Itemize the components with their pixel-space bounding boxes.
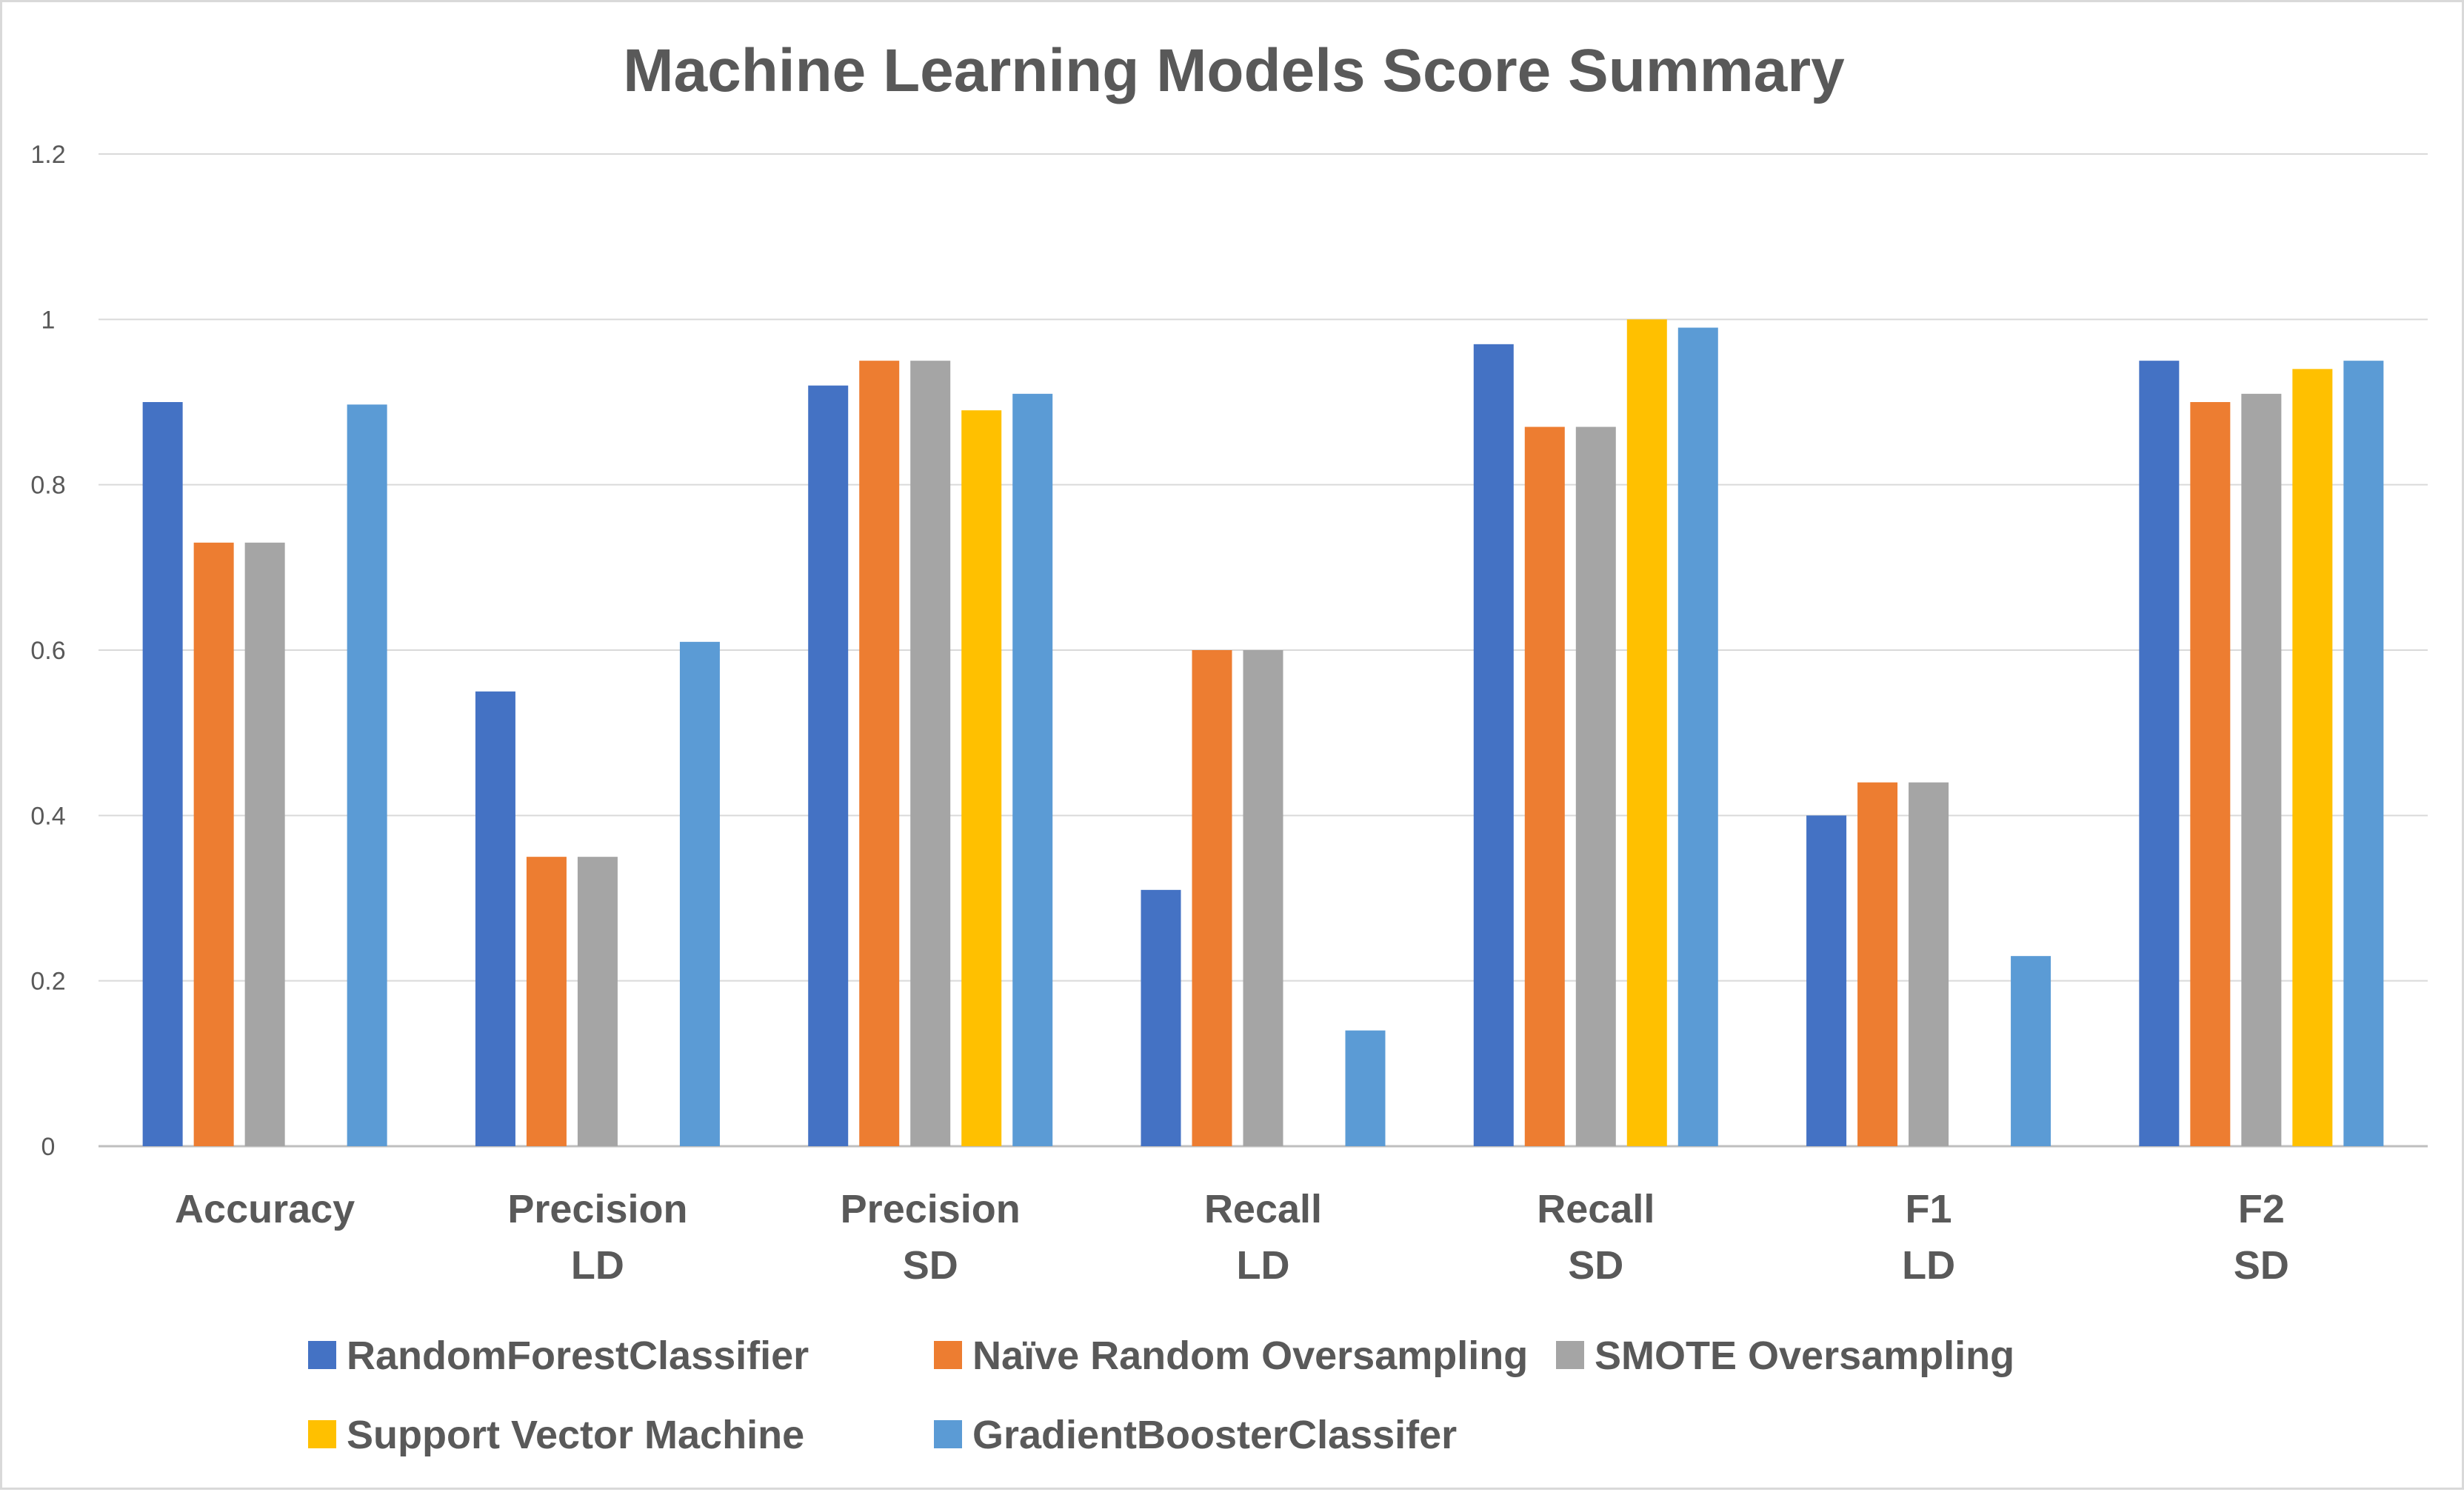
bar bbox=[244, 542, 285, 1146]
legend-swatch bbox=[934, 1420, 962, 1448]
bar bbox=[1806, 815, 1847, 1146]
bar bbox=[1857, 782, 1898, 1146]
bars bbox=[142, 319, 2384, 1147]
legend-swatch bbox=[308, 1420, 336, 1448]
bar bbox=[859, 361, 900, 1147]
y-tick-label: 0 bbox=[41, 1133, 56, 1161]
bar bbox=[1473, 344, 1514, 1146]
y-tick-label: 0.4 bbox=[30, 802, 65, 830]
bar bbox=[1012, 393, 1053, 1146]
legend-item[interactable]: Naïve Random Oversampling bbox=[934, 1334, 1528, 1378]
bar bbox=[475, 691, 515, 1146]
bar bbox=[1345, 1030, 1386, 1146]
chart-title: Machine Learning Models Score Summary bbox=[623, 37, 1845, 104]
bar bbox=[2292, 369, 2333, 1146]
legend-item[interactable]: GradientBoosterClassifer bbox=[934, 1413, 1457, 1457]
y-tick-label: 0.2 bbox=[30, 968, 65, 996]
legend-label: GradientBoosterClassifer bbox=[972, 1413, 1457, 1457]
category-label: F1 LD bbox=[1902, 1187, 1955, 1288]
bar bbox=[1524, 426, 1565, 1146]
category-label: F2 SD bbox=[2234, 1187, 2289, 1288]
bar bbox=[2139, 361, 2180, 1147]
bar bbox=[2343, 361, 2384, 1147]
bar bbox=[2241, 393, 2282, 1146]
bar bbox=[577, 857, 618, 1146]
legend-swatch bbox=[934, 1341, 962, 1369]
bar bbox=[1909, 782, 1949, 1146]
bar bbox=[347, 404, 387, 1146]
legend-item[interactable]: RandomForestClassifier bbox=[308, 1334, 809, 1378]
bar bbox=[193, 542, 234, 1146]
legend-label: Support Vector Machine bbox=[347, 1413, 804, 1457]
category-label: Precision SD bbox=[841, 1187, 1021, 1288]
bar bbox=[1192, 650, 1232, 1146]
legend-swatch bbox=[308, 1341, 336, 1369]
legend-swatch bbox=[1556, 1341, 1584, 1369]
bar bbox=[910, 361, 951, 1147]
legend[interactable]: RandomForestClassifier Naïve Random Overs… bbox=[308, 1334, 2014, 1457]
bar bbox=[1626, 319, 1667, 1146]
bar bbox=[526, 857, 567, 1146]
category-label: Precision LD bbox=[507, 1187, 687, 1288]
legend-label: Naïve Random Oversampling bbox=[972, 1334, 1528, 1378]
bar bbox=[2011, 956, 2051, 1146]
bar bbox=[961, 410, 1002, 1146]
bar bbox=[142, 402, 183, 1146]
bar bbox=[1575, 426, 1616, 1146]
y-tick-label: 0.8 bbox=[30, 472, 65, 500]
y-tick-label: 1.2 bbox=[30, 141, 65, 169]
y-tick-label: 0.6 bbox=[30, 637, 65, 665]
bar bbox=[679, 641, 720, 1146]
category-label: Recall LD bbox=[1204, 1187, 1322, 1288]
bar bbox=[1141, 889, 1181, 1146]
legend-item[interactable]: Support Vector Machine bbox=[308, 1413, 804, 1457]
y-tick-label: 1 bbox=[41, 306, 56, 334]
bar bbox=[1243, 650, 1283, 1146]
bar bbox=[1677, 327, 1718, 1146]
legend-item[interactable]: SMOTE Oversampling bbox=[1556, 1334, 2014, 1378]
category-label: Recall SD bbox=[1537, 1187, 1655, 1288]
legend-label: RandomForestClassifier bbox=[347, 1334, 809, 1378]
legend-label: SMOTE Oversampling bbox=[1595, 1334, 2014, 1378]
x-axis-categories: Accuracy Precision LD Precision SD Recall LD Re… bbox=[175, 1187, 2289, 1288]
bar bbox=[2190, 402, 2231, 1146]
y-axis-ticks: 0 0.2 0.4 0.6 0.8 1 1.2 bbox=[30, 141, 65, 1161]
category-label: Accuracy bbox=[175, 1187, 355, 1231]
bar bbox=[808, 385, 849, 1146]
